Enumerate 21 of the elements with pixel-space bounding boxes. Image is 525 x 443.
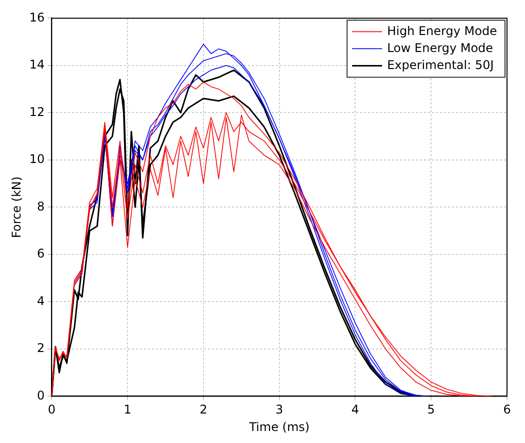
y-tick-label: 10 — [29, 152, 45, 166]
y-tick-label: 16 — [29, 10, 45, 24]
y-tick-label: 0 — [37, 388, 45, 402]
y-tick-label: 12 — [29, 104, 45, 119]
y-tick-label: 2 — [37, 341, 45, 356]
x-tick-label: 1 — [124, 402, 132, 417]
x-tick-label: 4 — [351, 402, 360, 417]
legend-label: High Energy Mode — [387, 24, 498, 38]
x-tick-label: 2 — [200, 402, 208, 417]
y-tick-label: 8 — [37, 199, 45, 214]
legend-label: Experimental: 50J — [387, 58, 494, 72]
x-tick-label: 5 — [427, 402, 435, 417]
legend-label: Low Energy Mode — [387, 40, 494, 55]
x-tick-label: 6 — [503, 402, 511, 417]
y-tick-label: 14 — [29, 58, 45, 72]
x-axis-title: Time (ms) — [248, 420, 310, 434]
x-tick-label: 0 — [48, 402, 56, 417]
x-tick-label: 3 — [276, 402, 284, 417]
y-tick-label: 4 — [37, 294, 45, 308]
y-axis-title: Force (kN) — [9, 176, 24, 238]
y-tick-label: 6 — [37, 246, 45, 261]
